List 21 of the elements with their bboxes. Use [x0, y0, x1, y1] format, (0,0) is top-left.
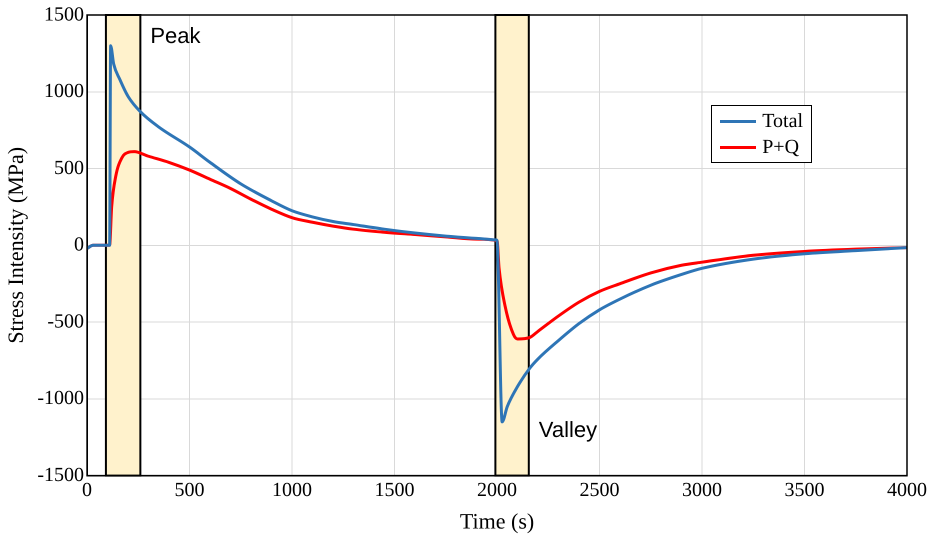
legend-label: P+Q: [762, 135, 800, 160]
x-tick-label: 4000: [887, 478, 927, 501]
band-label: Valley: [538, 416, 598, 442]
y-axis-title: Stress Intensity (MPa): [2, 146, 28, 344]
x-tick-label: 2000: [477, 478, 518, 501]
y-tick-label: 1000: [44, 80, 84, 102]
y-tick-label: -1500: [37, 464, 84, 486]
y-tick-label: -1000: [37, 387, 84, 410]
band-label: Peak: [150, 22, 202, 48]
y-tick-label: 1500: [44, 3, 84, 26]
x-tick-label: 500: [174, 478, 205, 501]
x-axis-title: Time (s): [460, 508, 534, 534]
y-tick-label: 0: [74, 234, 84, 256]
x-tick-label: 1500: [374, 478, 415, 501]
y-tick-label: -500: [47, 310, 84, 332]
x-tick-label: 3500: [784, 478, 825, 501]
x-tick-label: 1000: [272, 478, 312, 501]
x-tick-label: 2500: [580, 478, 620, 501]
legend-label: Total: [762, 109, 803, 134]
x-tick-label: 3000: [682, 478, 722, 501]
y-tick-label: 500: [54, 156, 84, 179]
